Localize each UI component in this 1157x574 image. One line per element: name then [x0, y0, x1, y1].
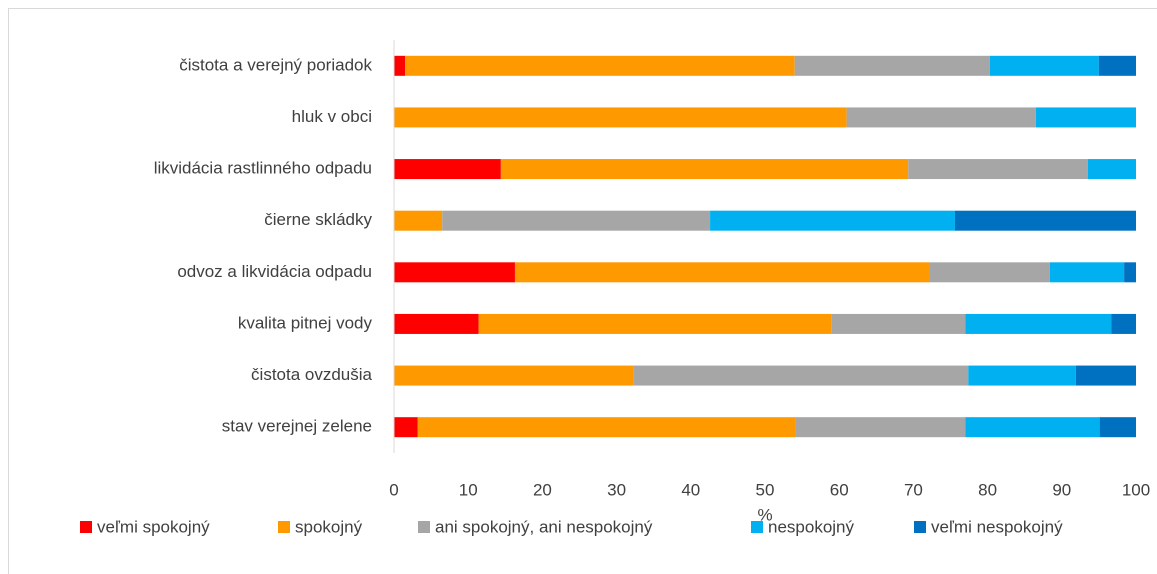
x-tick-label: 10: [459, 480, 478, 499]
x-tick-label: 30: [607, 480, 626, 499]
y-tick-label: čistota a verejný poriadok: [179, 55, 372, 74]
y-tick-label: čierne skládky: [264, 210, 372, 229]
legend-label: veľmi nespokojný: [931, 517, 1063, 536]
y-tick-label: čistota ovzdušia: [251, 365, 372, 384]
legend-swatch: [751, 521, 763, 533]
bar-segment: [1035, 107, 1136, 128]
bar-segment: [394, 55, 406, 76]
x-tick-label: 100: [1122, 480, 1150, 499]
x-axis-label: %: [757, 505, 772, 524]
bar-segment: [394, 365, 634, 386]
bar-segment: [417, 417, 796, 438]
y-tick-label: stav verejnej zelene: [222, 417, 372, 436]
bar-segment: [965, 313, 1112, 334]
legend-label: nespokojný: [768, 517, 855, 536]
y-tick-label: odvoz a likvidácia odpadu: [177, 262, 372, 281]
x-tick-label: 0: [389, 480, 398, 499]
bar-segment: [831, 313, 966, 334]
bar-segment: [908, 159, 1088, 180]
chart-frame: [8, 8, 1157, 574]
bar-segment: [394, 417, 418, 438]
bar-segment: [394, 313, 479, 334]
legend-label: ani spokojný, ani nespokojný: [435, 517, 653, 536]
x-tick-label: 50: [756, 480, 775, 499]
bar-segment: [1124, 262, 1136, 283]
bar-segment: [394, 262, 515, 283]
bar-segment: [478, 313, 832, 334]
bar-segment: [405, 55, 795, 76]
bar-segment: [965, 417, 1100, 438]
legend-label: veľmi spokojný: [97, 517, 210, 536]
legend-swatch: [80, 521, 92, 533]
x-tick-label: 90: [1052, 480, 1071, 499]
bar-segment: [394, 210, 443, 231]
bar-segment: [1111, 313, 1136, 334]
bar-segment: [954, 210, 1136, 231]
bar-segment: [1075, 365, 1136, 386]
bar-segment: [846, 107, 1036, 128]
legend-swatch: [418, 521, 430, 533]
bar-segment: [394, 107, 847, 128]
bar-segment: [795, 417, 966, 438]
bar-segment: [514, 262, 929, 283]
bar-segment: [968, 365, 1076, 386]
bar-segment: [794, 55, 990, 76]
bar-segment: [1087, 159, 1136, 180]
bar-segment: [1049, 262, 1125, 283]
x-tick-label: 60: [830, 480, 849, 499]
bar-segment: [500, 159, 909, 180]
legend-swatch: [278, 521, 290, 533]
bar-segment: [928, 262, 1050, 283]
bar-segment: [1098, 55, 1136, 76]
x-tick-label: 20: [533, 480, 552, 499]
y-tick-label: kvalita pitnej vody: [238, 313, 373, 332]
legend-label: spokojný: [295, 517, 363, 536]
legend-swatch: [914, 521, 926, 533]
bar-segment: [1099, 417, 1136, 438]
bar-segment: [442, 210, 711, 231]
bar-segment: [394, 159, 501, 180]
y-tick-label: likvidácia rastlinného odpadu: [154, 159, 372, 178]
x-tick-label: 40: [681, 480, 700, 499]
y-tick-label: hluk v obci: [292, 107, 372, 126]
bar-segment: [633, 365, 969, 386]
x-tick-label: 80: [978, 480, 997, 499]
bar-segment: [710, 210, 955, 231]
x-tick-label: 70: [904, 480, 923, 499]
bar-segment: [989, 55, 1099, 76]
